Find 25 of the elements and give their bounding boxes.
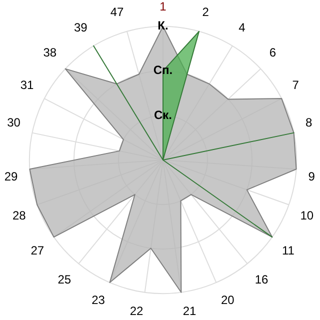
- spoke-label: 2: [202, 4, 210, 19]
- spoke-label: 28: [12, 208, 26, 222]
- spoke-label: 1: [160, 0, 167, 14]
- spoke-label: 21: [182, 304, 196, 318]
- spoke-label: 47: [110, 4, 124, 19]
- spoke-label: 27: [30, 243, 44, 258]
- spoke-label: 39: [74, 20, 88, 35]
- spoke-label: 9: [308, 169, 316, 184]
- spoke-label: 7: [292, 78, 300, 92]
- spoke-label: 6: [269, 46, 276, 60]
- spoke-label: 29: [4, 169, 18, 184]
- spoke-label: 8: [306, 115, 313, 130]
- spoke-label: 25: [58, 272, 72, 286]
- spoke-label: 4: [238, 20, 246, 35]
- spoke-label: 16: [254, 272, 269, 286]
- spoke-label: 22: [130, 304, 144, 318]
- spoke-label: 31: [20, 78, 34, 92]
- spoke-label: 30: [7, 115, 21, 130]
- spoke-label: 20: [221, 293, 235, 308]
- y-tick-label: Ск.: [154, 108, 172, 122]
- spoke-label: 11: [282, 243, 295, 258]
- y-tick-label: К.: [158, 18, 168, 33]
- spoke-label: 10: [300, 208, 314, 222]
- spoke-label: 23: [92, 293, 106, 308]
- spoke-label: 38: [43, 46, 57, 60]
